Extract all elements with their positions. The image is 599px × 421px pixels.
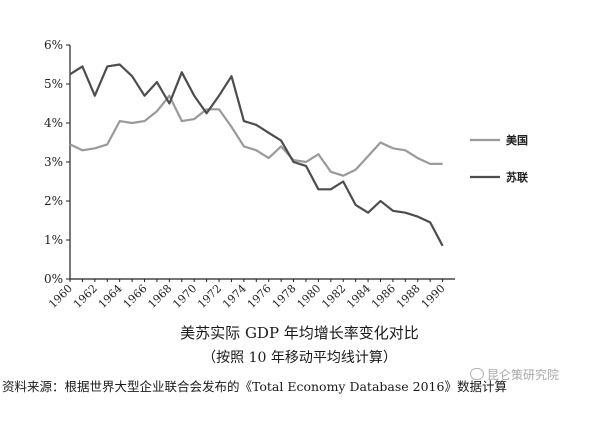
y-tick-label: 5% <box>44 77 63 91</box>
watermark-text: 昆仑策研究院 <box>487 368 560 382</box>
x-tick-label: 1974 <box>220 282 249 311</box>
x-tick-label: 1976 <box>245 282 274 311</box>
chart-axes: 0%1%2%3%4%5%6%19601962196419661968197019… <box>44 38 455 311</box>
legend-label: 苏联 <box>506 170 528 184</box>
data-source-note: 资料来源：根据世界大型企业联合会发布的《Total Economy Databa… <box>2 379 507 394</box>
wechat-icon <box>470 368 484 380</box>
chart-subtitle: （按照 10 年移动平均线计算） <box>202 350 397 366</box>
x-tick-label: 1988 <box>394 282 423 311</box>
x-tick-label: 1986 <box>369 282 398 311</box>
series-line-ussr <box>69 63 444 247</box>
y-tick-label: 4% <box>44 116 63 130</box>
x-tick-label: 1968 <box>145 282 174 311</box>
y-tick-label: 0% <box>44 272 63 286</box>
y-tick-label: 1% <box>44 233 63 247</box>
series-layer <box>69 63 444 247</box>
x-tick-label: 1984 <box>344 282 373 311</box>
y-tick-label: 6% <box>44 38 63 52</box>
legend-label: 美国 <box>506 133 528 147</box>
chart-title: 美苏实际 GDP 年均增长率变化对比 <box>180 324 419 342</box>
x-tick-label: 1980 <box>295 282 324 311</box>
x-tick-label: 1960 <box>46 282 75 311</box>
y-tick-label: 2% <box>44 194 63 208</box>
y-tick-label: 3% <box>44 155 63 169</box>
x-tick-label: 1966 <box>121 282 150 311</box>
x-tick-label: 1978 <box>270 282 299 311</box>
x-tick-label: 1990 <box>419 282 448 311</box>
series-line-us <box>69 94 443 177</box>
watermark: 昆仑策研究院 <box>470 366 559 383</box>
x-tick-label: 1962 <box>71 282 100 311</box>
x-tick-label: 1982 <box>319 282 348 311</box>
x-tick-label: 1970 <box>170 282 199 311</box>
x-tick-label: 1972 <box>195 282 224 311</box>
x-tick-label: 1964 <box>96 282 125 311</box>
chart-canvas: 0%1%2%3%4%5%6%19601962196419661968197019… <box>44 38 528 311</box>
